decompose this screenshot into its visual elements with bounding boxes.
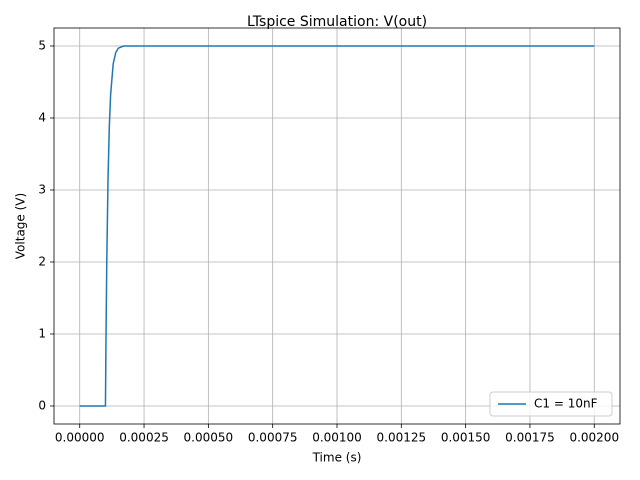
y-axis-label: Voltage (V)	[14, 193, 28, 259]
legend-box	[489, 391, 613, 417]
y-tick-label: 3	[38, 183, 46, 197]
y-tick-label: 5	[38, 39, 46, 53]
x-tick-label: 0.00200	[569, 431, 619, 445]
x-tick-label: 0.00000	[55, 431, 105, 445]
x-tick-label: 0.00025	[119, 431, 169, 445]
x-tick-label: 0.00050	[184, 431, 234, 445]
y-tick-label: 4	[38, 111, 46, 125]
x-axis-label: Time (s)	[312, 451, 362, 465]
x-tick-label: 0.00100	[312, 431, 362, 445]
x-tick-label: 0.00175	[505, 431, 555, 445]
x-tick-label: 0.00075	[248, 431, 298, 445]
y-tick-label: 2	[38, 255, 46, 269]
line	[79, 45, 595, 407]
x-tick-label: 0.00125	[377, 431, 427, 445]
y-tick-label: 0	[38, 399, 46, 413]
x-tick-label: 0.00150	[441, 431, 491, 445]
chart-title: LTspice Simulation: V(out)	[247, 14, 427, 30]
y-tick-label: 1	[38, 327, 46, 341]
plot-frame	[53, 27, 621, 425]
legend-label: C1 = 10nF	[534, 397, 598, 411]
